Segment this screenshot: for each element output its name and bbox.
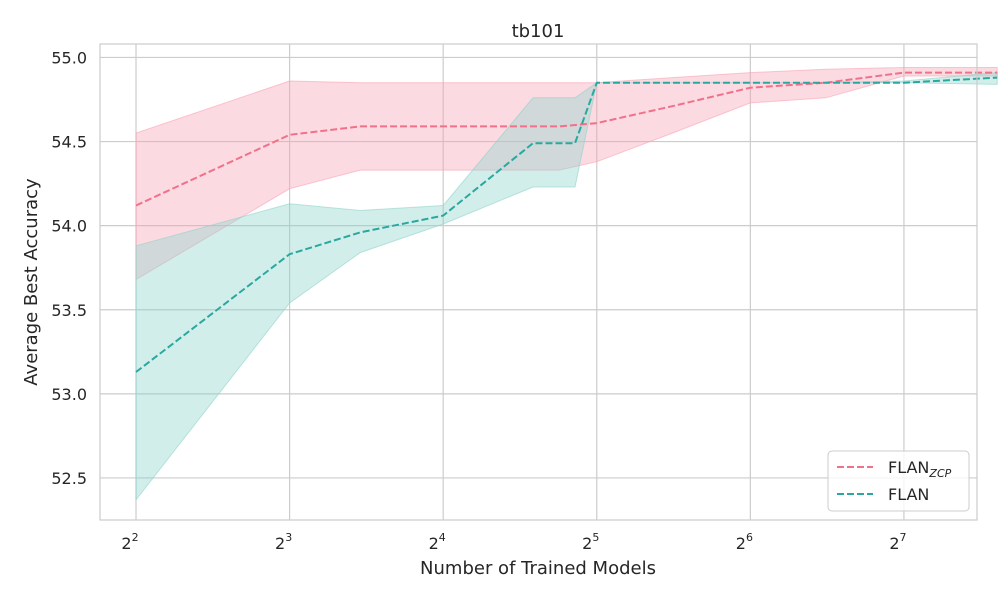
x-tick-exponent: 2 (132, 531, 139, 544)
legend-subscript: ZCP (928, 467, 951, 480)
confidence-bands (135, 67, 998, 502)
plot-frame (99, 43, 978, 521)
y-tick-label: 52.5 (51, 469, 87, 488)
legend-name: FLAN (888, 485, 929, 504)
series-lines (135, 71, 998, 373)
x-tick-base: 2 (121, 534, 131, 553)
x-tick-exponent: 5 (592, 531, 599, 544)
y-tick-label: 54.5 (51, 133, 87, 152)
legend-label-1: FLAN (888, 485, 929, 504)
x-tick-label: 26 (736, 531, 753, 553)
x-tick-label: 23 (275, 531, 292, 553)
chart-title: tb101 (512, 21, 565, 42)
x-tick-base: 2 (275, 534, 285, 553)
x-tick-exponent: 4 (439, 531, 446, 544)
x-tick-labels: 22 23 24 25 26 27 (121, 531, 906, 553)
y-tick-label: 53.0 (51, 385, 87, 404)
y-tick-labels: 52.5 53.0 53.5 54.0 54.5 55.0 (51, 48, 87, 487)
x-tick-label: 22 (121, 531, 138, 553)
x-tick-label: 24 (429, 531, 446, 553)
series-0-line (135, 71, 998, 207)
x-axis-label: Number of Trained Models (420, 558, 656, 579)
legend-label-0: FLANZCP (888, 458, 952, 480)
x-tick-base: 2 (736, 534, 746, 553)
x-tick-label: 25 (582, 531, 599, 553)
x-tick-base: 2 (429, 534, 439, 553)
y-tick-label: 53.5 (51, 301, 87, 320)
y-tick-label: 54.0 (51, 217, 87, 236)
plot-area (100, 44, 977, 520)
series-1-line (135, 76, 998, 373)
x-tick-exponent: 3 (285, 531, 292, 544)
x-tick-base: 2 (582, 534, 592, 553)
x-tick-exponent: 6 (746, 531, 753, 544)
x-tick-exponent: 7 (900, 531, 907, 544)
series-1-band (135, 72, 998, 502)
y-tick-label: 55.0 (51, 48, 87, 67)
x-tick-base: 2 (889, 534, 899, 553)
legend-name: FLAN (888, 458, 929, 477)
y-axis-label: Average Best Accuracy (21, 178, 42, 386)
x-tick-label: 27 (889, 531, 906, 553)
